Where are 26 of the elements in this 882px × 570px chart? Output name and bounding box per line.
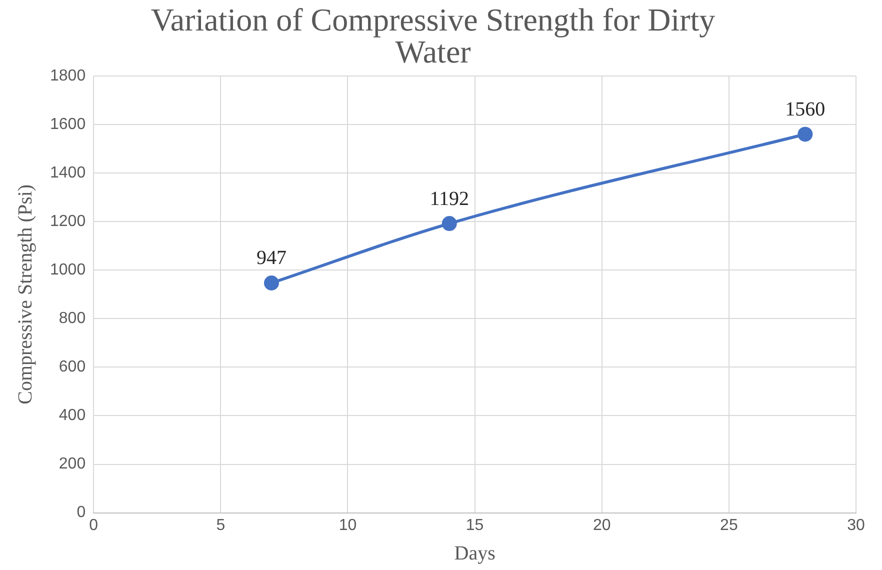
point bbox=[442, 216, 457, 232]
y-tick-label: 1000 bbox=[50, 262, 86, 279]
point bbox=[264, 275, 279, 290]
y-tick-label: 1800 bbox=[50, 67, 86, 84]
x-tick-label: 20 bbox=[592, 516, 611, 534]
x-axis-title: Days bbox=[454, 542, 496, 564]
y-tick-label: 400 bbox=[58, 407, 86, 424]
y-tick-label: 1600 bbox=[50, 116, 86, 133]
x-tick-label: 25 bbox=[720, 516, 738, 534]
y-axis-title: Compressive Strength (Psi) bbox=[14, 184, 36, 404]
data-label: 1192 bbox=[430, 188, 470, 210]
x-tick-label: 10 bbox=[338, 516, 357, 534]
data-label: 947 bbox=[256, 247, 286, 270]
x-tick-label: 15 bbox=[466, 516, 484, 534]
y-tick-label: 1200 bbox=[50, 213, 86, 230]
y-tick-label: 1400 bbox=[50, 164, 86, 182]
y-tick-label: 600 bbox=[58, 358, 86, 376]
point bbox=[798, 126, 813, 142]
y-tick-label: 800 bbox=[58, 310, 86, 328]
y-tick-label: 200 bbox=[58, 456, 86, 473]
y-tick-label: 0 bbox=[76, 504, 86, 522]
chart-title: Variation of Compressive Strength for Dirty Water bbox=[150, 1, 716, 70]
x-tick-label: 0 bbox=[89, 516, 98, 534]
x-tick-label: 30 bbox=[847, 516, 865, 534]
data-label: 1560 bbox=[785, 98, 826, 120]
x-tick-label: 5 bbox=[216, 516, 226, 534]
